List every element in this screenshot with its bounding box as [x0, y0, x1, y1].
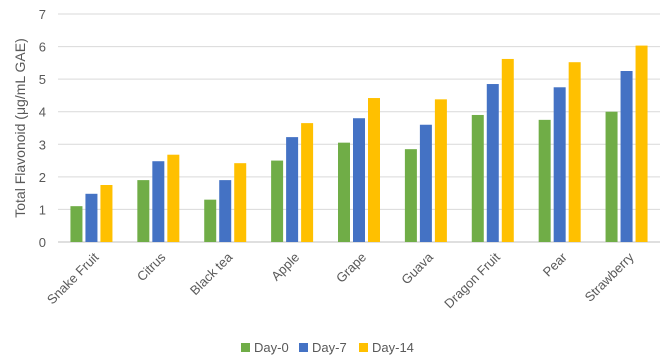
- x-tick-label: Guava: [398, 249, 436, 287]
- legend-swatch: [299, 343, 308, 352]
- legend-swatch: [359, 343, 368, 352]
- bar-day-7: [152, 161, 165, 242]
- bar-day-0: [471, 114, 484, 242]
- bar-day-14: [501, 58, 514, 242]
- bar-day-14: [167, 154, 180, 242]
- y-axis-label: Total Flavonoid (μg/mL GAE): [12, 38, 28, 218]
- bar-day-14: [635, 45, 648, 242]
- x-tick-label: Black tea: [187, 249, 236, 298]
- bar-day-14: [100, 185, 113, 242]
- bar-day-0: [271, 160, 284, 242]
- bar-day-14: [434, 99, 447, 242]
- legend-label: Day-7: [312, 340, 347, 355]
- x-tick-label: Strawberry: [582, 249, 637, 304]
- bar-day-7: [419, 124, 432, 242]
- bar-day-0: [605, 111, 618, 242]
- legend-swatch: [241, 343, 250, 352]
- x-tick-label: Snake Fruit: [44, 249, 102, 307]
- bar-day-7: [486, 84, 499, 243]
- y-tick-label: 0: [39, 235, 46, 250]
- bar-day-7: [353, 118, 365, 242]
- y-tick-label: 3: [39, 137, 46, 152]
- x-tick-label: Grape: [333, 250, 369, 286]
- legend-label: Day-14: [372, 340, 414, 355]
- bar-day-0: [404, 149, 417, 242]
- y-tick-label: 5: [39, 72, 46, 87]
- x-tick-label: Citrus: [134, 249, 169, 284]
- bar-day-7: [286, 137, 299, 242]
- y-tick-label: 1: [39, 202, 46, 217]
- x-tick-label: Dragon Fruit: [441, 249, 503, 311]
- bar-day-0: [70, 206, 83, 242]
- bar-day-7: [85, 193, 98, 242]
- bar-day-14: [368, 98, 380, 242]
- y-tick-label: 7: [39, 7, 46, 22]
- x-tick-label: Apple: [268, 250, 302, 284]
- y-axis-ticks: 0 1 2 3 4 5 6 7: [39, 7, 46, 250]
- x-tick-label: Pear: [540, 249, 570, 279]
- bar-day-7: [553, 87, 566, 243]
- y-tick-label: 2: [39, 170, 46, 185]
- bar-day-0: [338, 142, 350, 242]
- legend-label: Day-0: [254, 340, 289, 355]
- bar-day-7: [219, 180, 232, 242]
- bar-day-14: [568, 62, 581, 242]
- bar-day-14: [234, 163, 247, 242]
- legend: Day-0 Day-7 Day-14: [241, 340, 414, 355]
- x-axis-ticks: Snake Fruit Citrus Black tea Apple Grape Guav…: [44, 249, 637, 311]
- bar-day-0: [204, 199, 217, 242]
- bar-day-7: [620, 71, 633, 242]
- bar-day-14: [301, 123, 314, 242]
- bar-day-0: [137, 180, 150, 242]
- bar-day-0: [538, 119, 551, 242]
- y-tick-label: 4: [39, 105, 46, 120]
- y-tick-label: 6: [39, 40, 46, 55]
- bars: [70, 45, 648, 243]
